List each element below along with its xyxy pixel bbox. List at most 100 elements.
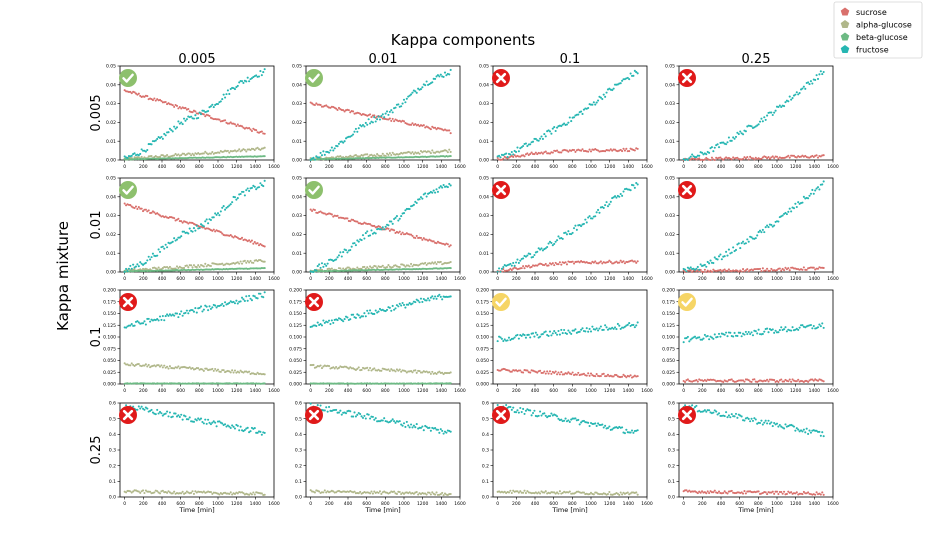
data-point-sucrose <box>448 129 451 132</box>
data-point-fructose <box>224 301 227 304</box>
data-point-fructose <box>730 413 733 416</box>
data-point-sucrose <box>783 380 786 383</box>
data-point-sucrose <box>140 207 143 210</box>
data-point-fructose <box>364 232 367 235</box>
data-point-fructose <box>726 141 729 144</box>
data-point-alpha-glucose <box>574 491 577 494</box>
data-point-fructose <box>608 203 611 206</box>
data-point-fructose <box>818 73 821 76</box>
data-point-fructose <box>543 412 546 415</box>
data-point-alpha-glucose <box>398 368 401 371</box>
data-point-fructose <box>390 419 393 422</box>
data-point-fructose <box>747 240 750 243</box>
data-point-alpha-glucose <box>415 371 418 374</box>
data-point-fructose <box>750 417 753 420</box>
x-tick-label: 1600 <box>268 276 280 282</box>
data-point-fructose <box>556 415 559 418</box>
data-point-fructose <box>777 220 780 223</box>
data-point-sucrose <box>788 269 791 272</box>
data-point-fructose <box>636 183 639 186</box>
data-point-fructose <box>808 194 811 197</box>
data-point-sucrose <box>129 204 132 207</box>
data-point-fructose <box>719 253 722 256</box>
data-point-fructose <box>733 137 736 140</box>
data-point-fructose <box>541 249 544 252</box>
data-point-sucrose <box>822 154 825 157</box>
data-point-fructose <box>563 419 566 422</box>
data-point-sucrose <box>588 374 591 377</box>
data-point-sucrose <box>611 149 614 152</box>
data-point-fructose <box>361 123 365 127</box>
data-point-fructose <box>563 328 566 332</box>
data-point-alpha-glucose <box>144 363 147 366</box>
y-tick-label: 0.01 <box>106 251 116 257</box>
data-point-beta-glucose <box>449 155 452 158</box>
data-point-fructose <box>533 335 536 338</box>
data-point-alpha-glucose <box>371 492 374 495</box>
data-point-alpha-glucose <box>156 268 159 271</box>
y-tick-label: 0.200 <box>662 288 675 294</box>
data-point-fructose <box>794 429 797 432</box>
x-tick-label: 1600 <box>454 501 466 507</box>
x-tick-label: 0 <box>682 276 685 282</box>
legend-beta-glucose-marker-icon <box>840 32 850 41</box>
data-point-sucrose <box>812 266 815 269</box>
data-point-alpha-glucose <box>158 365 162 368</box>
data-point-fructose <box>515 261 518 264</box>
data-point-fructose <box>398 420 401 423</box>
data-point-fructose <box>185 118 188 121</box>
data-point-alpha-glucose <box>369 265 372 268</box>
data-point-alpha-glucose <box>137 490 140 493</box>
data-point-alpha-glucose <box>418 152 421 155</box>
cross-mark <box>308 409 320 421</box>
data-point-fructose <box>316 404 319 407</box>
data-point-alpha-glucose <box>149 268 152 271</box>
data-point-fructose <box>367 413 370 416</box>
x-tick-label: 1600 <box>454 164 466 170</box>
data-point-fructose <box>773 421 776 425</box>
data-point-sucrose <box>146 95 149 98</box>
data-point-fructose <box>790 98 793 101</box>
y-tick-label: 0.200 <box>476 288 489 294</box>
x-tick-label: 400 <box>158 276 167 282</box>
data-point-alpha-glucose <box>380 154 383 157</box>
data-point-fructose <box>404 425 407 429</box>
data-point-sucrose <box>602 372 605 375</box>
data-point-sucrose <box>249 240 252 243</box>
x-tick-label: 600 <box>176 276 185 282</box>
y-tick-label: 0.075 <box>662 346 675 352</box>
data-point-fructose <box>598 211 601 214</box>
x-tick-label: 1600 <box>641 164 653 170</box>
data-point-alpha-glucose <box>388 369 391 373</box>
data-point-fructose <box>439 428 442 431</box>
data-point-fructose <box>209 105 212 108</box>
data-point-fructose <box>517 411 520 414</box>
data-point-alpha-glucose <box>161 267 164 270</box>
data-point-sucrose <box>419 236 423 240</box>
data-point-fructose <box>411 302 414 305</box>
data-point-alpha-glucose <box>240 262 244 265</box>
x-axis-label: Time [min] <box>364 506 400 514</box>
data-point-fructose <box>629 189 632 192</box>
data-point-fructose <box>594 328 597 331</box>
data-point-alpha-glucose <box>616 492 619 495</box>
data-point-sucrose <box>554 370 557 373</box>
data-point-alpha-glucose <box>402 492 406 495</box>
data-point-alpha-glucose <box>238 148 241 151</box>
data-point-fructose <box>715 410 718 413</box>
data-point-sucrose <box>550 263 553 266</box>
data-point-fructose <box>188 416 191 419</box>
data-point-alpha-glucose <box>167 490 170 493</box>
data-point-fructose <box>394 106 397 109</box>
data-point-sucrose <box>391 117 394 120</box>
data-point-sucrose <box>807 380 810 383</box>
data-point-alpha-glucose <box>543 491 546 494</box>
data-point-fructose <box>601 97 604 101</box>
data-point-fructose <box>353 130 356 133</box>
data-point-sucrose <box>349 111 352 114</box>
data-point-sucrose <box>156 98 159 101</box>
data-point-fructose <box>212 216 215 219</box>
data-point-fructose <box>758 421 762 425</box>
x-tick-label: 400 <box>158 388 167 394</box>
data-point-fructose <box>421 425 424 428</box>
